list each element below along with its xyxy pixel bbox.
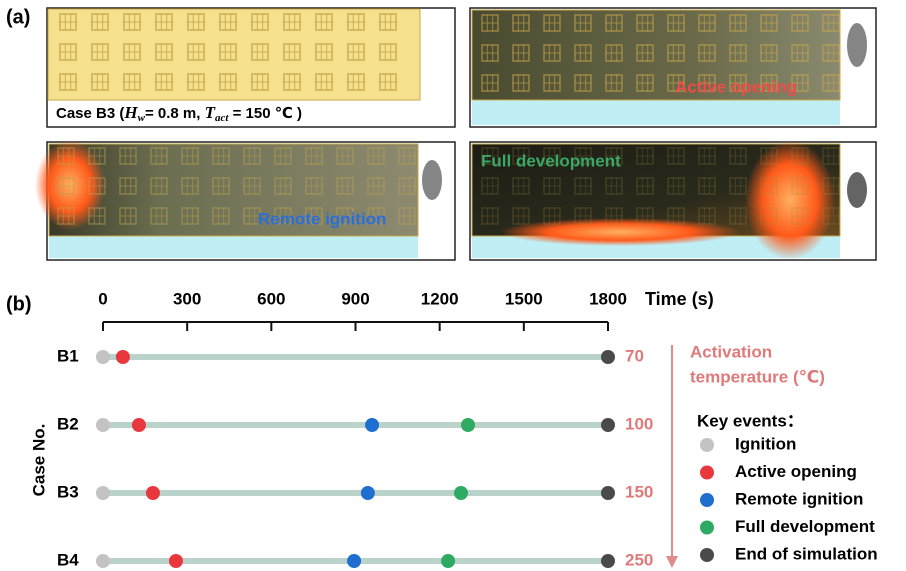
event-dot — [361, 486, 375, 500]
x-tick-label: 1200 — [421, 289, 459, 308]
event-dot — [169, 554, 183, 568]
panel-label: (a) — [6, 6, 30, 28]
y-tick-label: B4 — [57, 550, 79, 569]
caption-part: = 0.8 m, — [145, 105, 205, 122]
x-tick-label: 1500 — [505, 289, 543, 308]
annotation: Active opening — [675, 77, 797, 96]
event-dot — [601, 554, 615, 568]
legend-swatch — [700, 548, 714, 562]
legend-swatch — [700, 493, 714, 507]
event-dot — [96, 554, 110, 568]
glass — [49, 236, 418, 258]
y-tick-label: B3 — [57, 482, 79, 501]
x-tick-label: 300 — [173, 289, 201, 308]
event-dot — [601, 350, 615, 364]
temperature-label: 250 — [625, 550, 653, 569]
event-dot — [132, 418, 146, 432]
caption-part: act — [215, 112, 229, 124]
panel-a-images — [35, 8, 876, 260]
legend-label: Remote ignition — [735, 489, 863, 508]
panel-label: (b) — [6, 293, 32, 315]
caption-part: H — [123, 103, 138, 122]
event-dot — [454, 486, 468, 500]
glass — [472, 100, 840, 125]
x-tick-label: 900 — [341, 289, 369, 308]
temperature-label: 100 — [625, 414, 653, 433]
annotation: temperature (℃) — [690, 367, 825, 386]
figure: (a) Case B3 (Hw= 0.8 m, Tact = 150 ℃ ) A… — [0, 0, 906, 571]
event-dot — [347, 554, 361, 568]
smoke — [847, 23, 867, 67]
event-dot — [441, 554, 455, 568]
legend-title: Key events： — [697, 411, 804, 430]
legend-swatch — [700, 438, 714, 452]
x-tick-label: 1800 — [589, 289, 627, 308]
legend-label: Active opening — [735, 462, 857, 481]
smoke — [847, 172, 867, 208]
y-axis-label: Case No. — [29, 424, 48, 497]
event-dot — [601, 486, 615, 500]
annotation: Remote ignition — [258, 209, 386, 228]
event-dot — [365, 418, 379, 432]
y-tick-label: B1 — [57, 346, 79, 365]
caption-part: = 150 ℃ ) — [228, 105, 302, 122]
legend-swatch — [700, 521, 714, 535]
x-tick-label: 0 — [98, 289, 107, 308]
x-tick-label: 600 — [257, 289, 285, 308]
annotation: Full development — [481, 151, 621, 170]
event-dot — [116, 350, 130, 364]
temperature-label: 150 — [625, 482, 653, 501]
caption: Case B3 (Hw= 0.8 m, Tact = 150 ℃ ) — [56, 103, 302, 124]
annotation: Activation — [690, 342, 772, 361]
event-dot — [146, 486, 160, 500]
caption-part: T — [205, 103, 216, 122]
event-dot — [96, 418, 110, 432]
legend-label: Full development — [735, 517, 875, 536]
page: {"panel_a": {"label": "(a)", "caption": … — [0, 0, 906, 571]
arrow-head — [666, 556, 678, 568]
x-axis-label: Time (s) — [645, 289, 714, 309]
event-dot — [601, 418, 615, 432]
temperature-label: 70 — [625, 346, 644, 365]
flame — [745, 140, 835, 260]
event-dot — [461, 418, 475, 432]
legend-swatch — [700, 466, 714, 480]
legend-label: End of simulation — [735, 544, 878, 563]
event-dot — [96, 350, 110, 364]
event-dot — [96, 486, 110, 500]
smoke — [422, 160, 442, 200]
y-tick-label: B2 — [57, 414, 79, 433]
legend-label: Ignition — [735, 434, 796, 453]
caption-part: Case B3 ( — [56, 105, 124, 122]
